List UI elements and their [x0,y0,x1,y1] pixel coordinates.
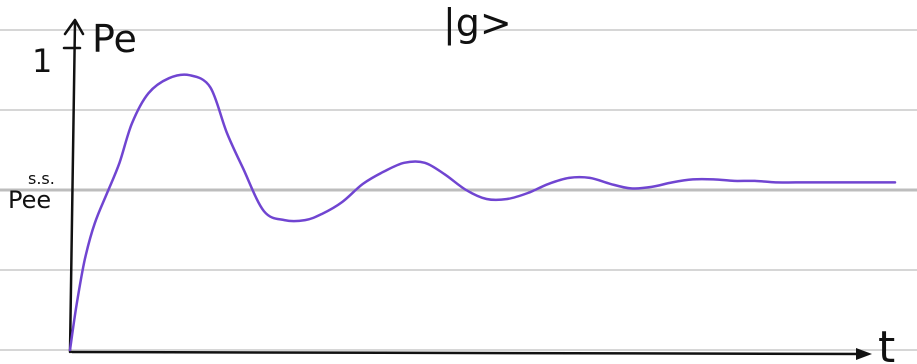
y-tick-label-top: 1 [32,42,52,80]
x-axis-arrowhead [856,348,872,360]
x-axis-label: t [878,322,895,364]
series-layer [68,73,897,352]
y-tick-label-steady-state: Pee [8,186,51,214]
grid-lines [0,29,917,351]
series-line-0 [68,73,897,352]
x-axis [70,350,870,356]
y-tick-label-steady-state-sup: s.s. [28,169,55,188]
chart-title: |g> [443,1,512,46]
y-axis [68,20,77,354]
y-axis-arrowhead [63,18,85,36]
axes [62,18,872,360]
y-axis-label: Pe [92,17,137,61]
